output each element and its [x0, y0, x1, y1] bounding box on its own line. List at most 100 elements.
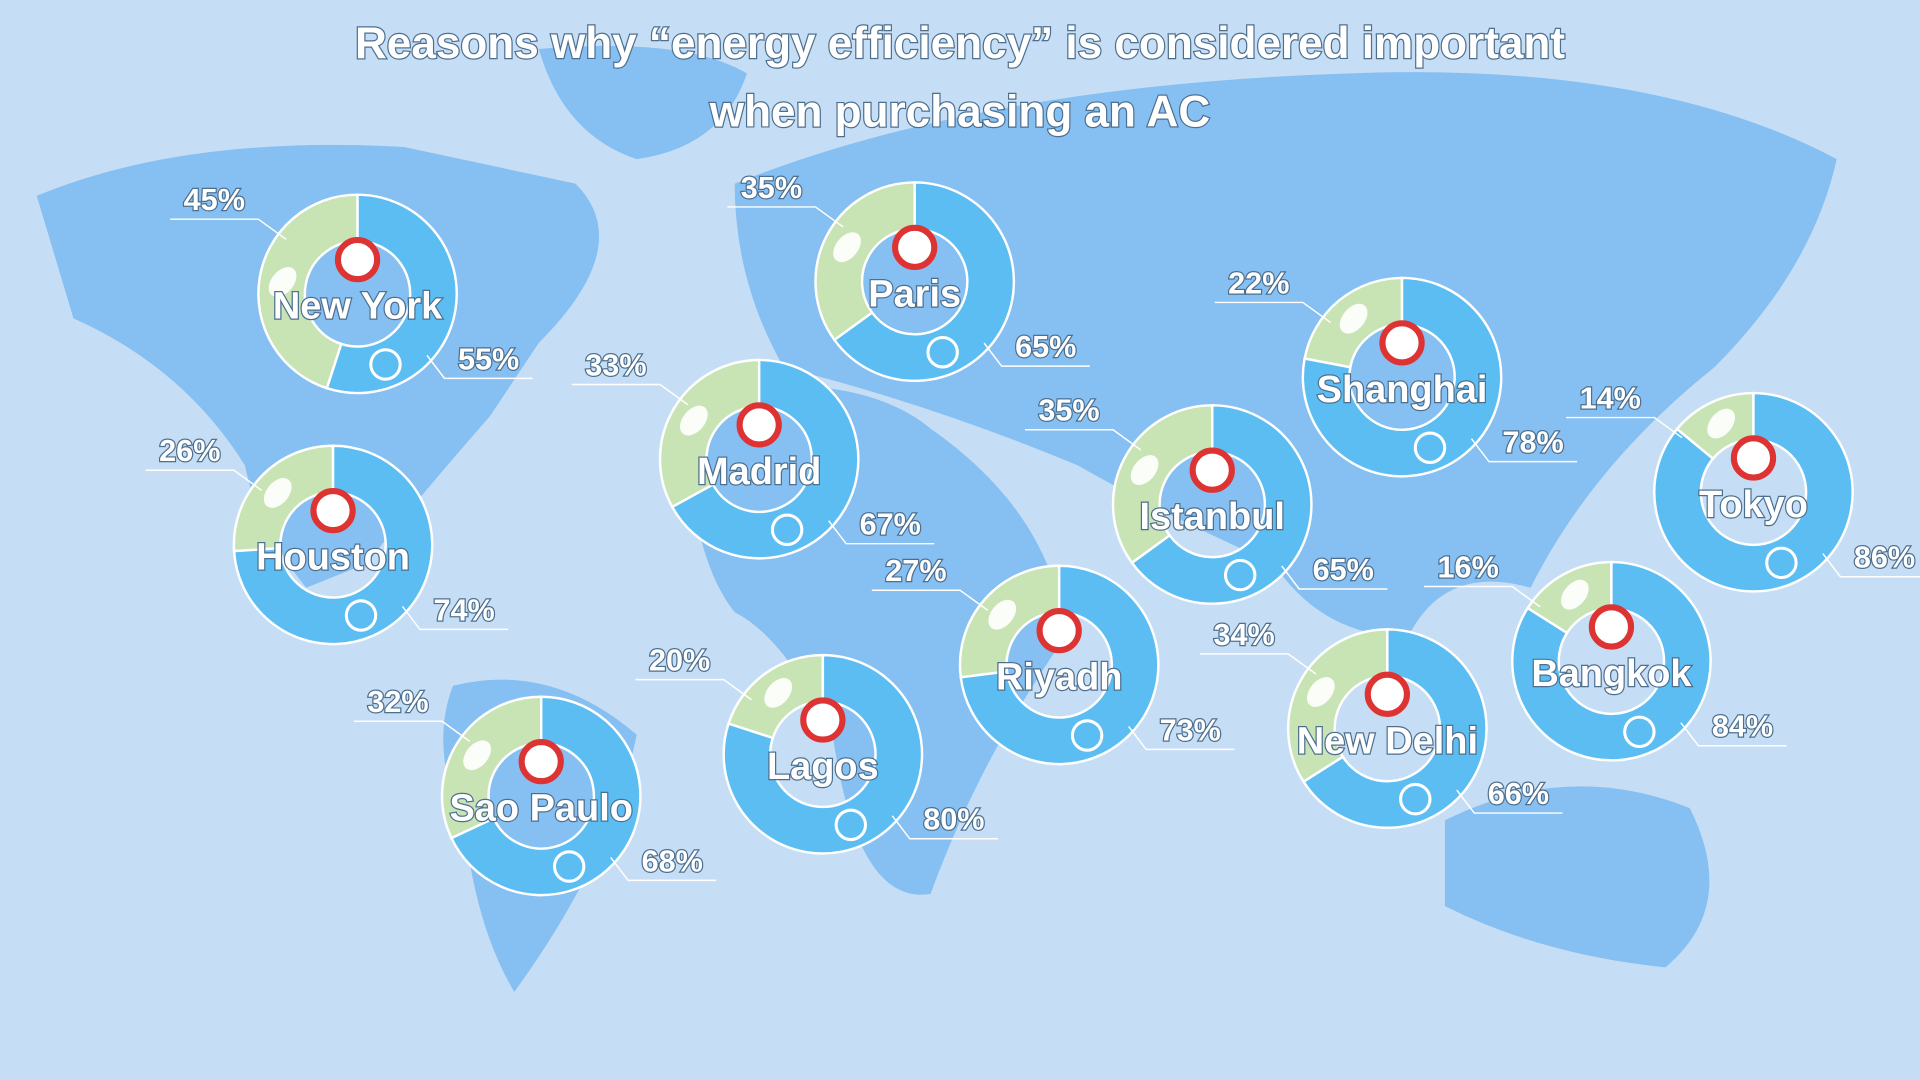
leaf-icon: [764, 677, 793, 708]
savings-label: 65%: [1313, 553, 1374, 587]
donut: Istanbul 35% 65%: [1024, 393, 1388, 605]
environment-label: 22%: [1228, 266, 1289, 300]
donut: Sao Paulo 32% 68%: [353, 684, 717, 897]
leader-line: [1128, 725, 1235, 751]
segment-environment: [1111, 404, 1214, 565]
leaf-icon: [1707, 408, 1736, 439]
savings-label: 68%: [642, 844, 703, 878]
dollar-icon: [834, 808, 868, 842]
leaf-icon: [1306, 677, 1335, 707]
environment-label: 14%: [1580, 382, 1641, 416]
leaf-icon: [679, 405, 708, 436]
leader-line: [1281, 565, 1388, 590]
segment-savings: [1130, 404, 1313, 605]
segment-savings: [1511, 560, 1712, 762]
donut: Madrid 33% 67%: [571, 347, 935, 560]
environment-label: 35%: [741, 171, 802, 205]
environment-label: 27%: [885, 554, 946, 588]
leader-line: [635, 678, 752, 701]
segment-savings: [449, 695, 642, 897]
leader-line: [1822, 553, 1920, 578]
flag-icon: [1730, 435, 1777, 481]
donut: Paris 35% 65%: [727, 170, 1090, 383]
environment-label: 34%: [1213, 618, 1274, 652]
flag-icon: [310, 487, 356, 534]
environment-label: 33%: [585, 348, 646, 382]
segment-environment: [814, 181, 916, 342]
segment-environment: [658, 358, 761, 509]
savings-label: 67%: [860, 508, 921, 542]
savings-label: 73%: [1160, 713, 1221, 747]
savings-label: 66%: [1488, 777, 1549, 811]
leader-line: [1214, 301, 1332, 324]
segment-savings: [1653, 391, 1854, 593]
savings-label: 55%: [458, 342, 519, 376]
leader-line: [170, 218, 287, 240]
city-name: Houston: [256, 537, 410, 579]
dollar-icon: [1765, 546, 1798, 580]
segment-savings: [832, 181, 1016, 383]
savings-label: 86%: [1854, 541, 1915, 575]
leader-line: [1470, 438, 1578, 463]
donut: Bangkok 16% 84%: [1424, 549, 1787, 762]
leader-line: [1680, 722, 1787, 747]
segment-savings: [1301, 276, 1503, 478]
environment-label: 35%: [1038, 394, 1099, 428]
leaf-icon: [1560, 579, 1589, 610]
dollar-icon: [1399, 782, 1432, 816]
city-name: Riyadh: [996, 657, 1122, 699]
environment-label: 45%: [184, 183, 245, 217]
flag-icon: [1189, 447, 1235, 493]
donut: New York 45% 55%: [170, 182, 533, 395]
city-name: Paris: [868, 273, 961, 315]
title-line-1: Reasons why “energy efficiency” is consi…: [355, 19, 1565, 68]
leader-line: [828, 520, 935, 545]
flag-icon: [736, 402, 782, 448]
dollar-icon: [1413, 431, 1447, 464]
leader-line: [426, 354, 533, 380]
donut: New Delhi 34% 66%: [1200, 617, 1563, 829]
dollar-icon: [1623, 715, 1656, 749]
donut: Lagos 20% 80%: [635, 642, 998, 855]
leader-line: [727, 206, 844, 228]
leaf-icon: [268, 267, 297, 297]
dollar-icon: [926, 335, 959, 369]
leader-line: [871, 589, 989, 611]
savings-label: 84%: [1712, 710, 1773, 744]
segment-environment: [257, 193, 359, 390]
segment-savings: [1301, 628, 1488, 829]
dollar-icon: [770, 513, 804, 546]
leader-line: [610, 856, 717, 882]
leader-line: [1456, 789, 1563, 814]
segment-savings: [959, 564, 1160, 766]
donut: Shanghai 22% 78%: [1214, 265, 1578, 478]
city-name: Sao Paulo: [450, 788, 633, 830]
flag-icon: [1379, 320, 1425, 366]
city-name: Madrid: [697, 451, 821, 493]
city-name: Shanghai: [1317, 369, 1488, 411]
leaf-icon: [263, 478, 292, 508]
dollar-icon: [1223, 558, 1257, 592]
leader-line: [1424, 585, 1541, 608]
dollar-icon: [369, 348, 402, 381]
australia: [1444, 786, 1710, 968]
savings-label: 78%: [1502, 426, 1563, 460]
leader-line: [983, 342, 1090, 367]
donut: Tokyo 14% 86%: [1566, 380, 1920, 593]
segment-savings: [325, 193, 458, 395]
flag-icon: [1588, 604, 1635, 650]
city-name: Tokyo: [1699, 484, 1808, 526]
leaf-icon: [463, 740, 492, 771]
city-name: New York: [273, 286, 443, 328]
environment-label: 26%: [159, 434, 220, 468]
segment-environment: [1286, 628, 1389, 784]
leader-line: [401, 605, 509, 631]
leaf-icon: [1130, 455, 1159, 485]
segment-environment: [440, 695, 543, 840]
leader-line: [891, 815, 998, 840]
city-name: New Delhi: [1297, 720, 1478, 762]
flag-icon: [800, 697, 846, 743]
leader-line: [145, 469, 263, 491]
leader-line: [571, 383, 689, 406]
